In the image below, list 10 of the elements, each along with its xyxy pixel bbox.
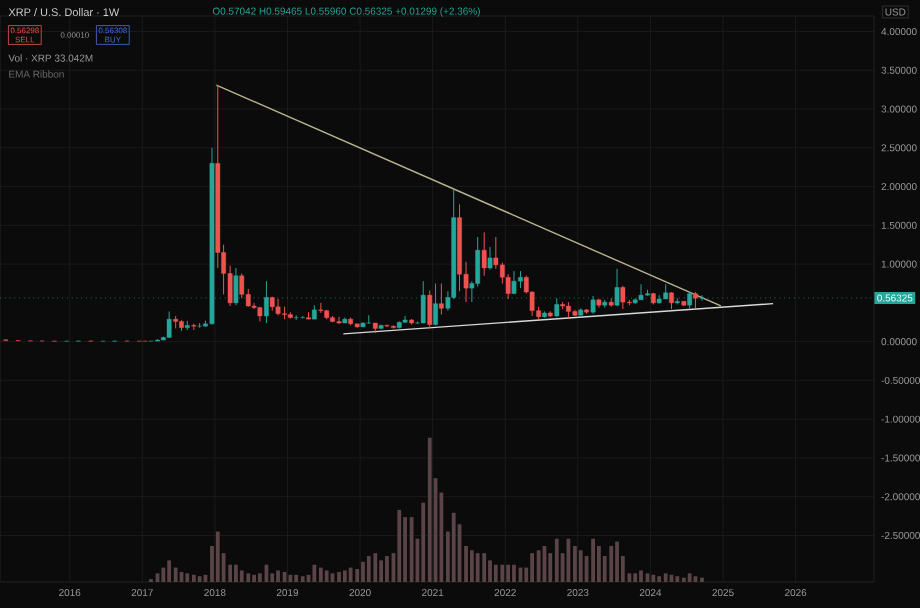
candlestick (318, 302, 324, 314)
candlestick (239, 272, 245, 299)
candlestick (620, 285, 626, 310)
candlestick (427, 289, 433, 329)
candlestick (487, 246, 493, 271)
candlestick (438, 283, 444, 316)
candlestick (166, 310, 172, 339)
candlestick (481, 231, 487, 277)
candlestick (433, 283, 438, 326)
candlestick (275, 298, 281, 316)
